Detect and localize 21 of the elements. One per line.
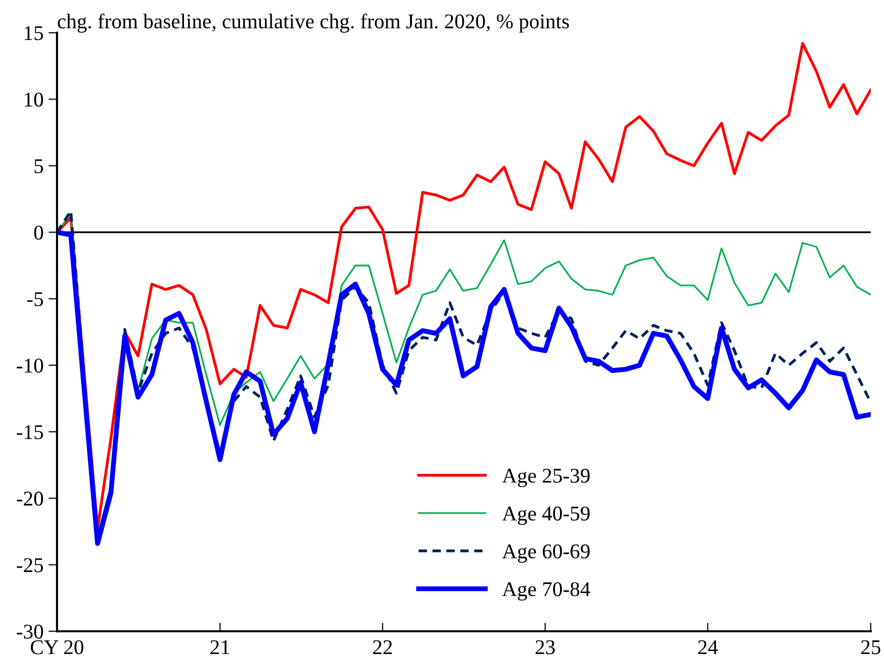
y-tick-label: 0 <box>34 226 44 240</box>
x-tick-label: 23 <box>536 640 555 654</box>
x-tick-label: 24 <box>698 640 718 654</box>
x-tick-label: 25 <box>861 640 880 654</box>
chart-title: chg. from baseline, cumulative chg. from Jan. 2020, % points <box>58 14 569 33</box>
legend-label: Age 70-84 <box>502 582 590 601</box>
x-tick-label: CY 20 <box>30 640 84 654</box>
legend-label: Age 40-59 <box>502 506 590 525</box>
y-tick-label: -10 <box>16 358 44 373</box>
y-tick-label: -25 <box>16 558 44 572</box>
x-tick-label: 21 <box>210 640 230 654</box>
y-tick-label: -30 <box>16 624 44 639</box>
x-tick-label: 22 <box>373 640 392 654</box>
y-tick-label: 15 <box>24 26 44 40</box>
y-tick-label: 5 <box>34 159 44 174</box>
y-tick-label: 10 <box>24 92 44 107</box>
y-tick-label: -20 <box>16 492 44 506</box>
legend-label: Age 25-39 <box>502 468 590 488</box>
legend-label: Age 60-69 <box>502 544 590 563</box>
y-tick-label: -5 <box>27 292 44 306</box>
y-tick-label: -15 <box>16 425 44 440</box>
